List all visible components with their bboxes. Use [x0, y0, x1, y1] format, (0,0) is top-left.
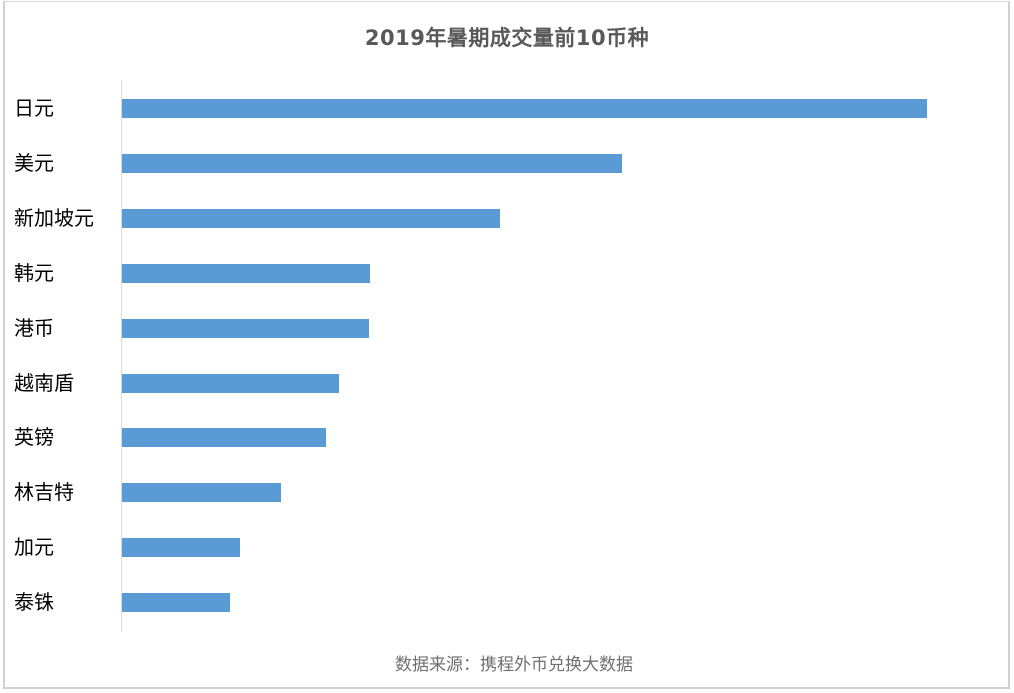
bar: [122, 483, 282, 503]
category-label: 日元: [14, 96, 54, 120]
bar: [122, 538, 241, 558]
bar: [122, 428, 326, 448]
bar: [122, 208, 501, 228]
category-label: 美元: [14, 150, 54, 175]
bar: [122, 373, 340, 393]
category-label: 韩元: [14, 260, 54, 285]
bar: [122, 593, 230, 613]
bar: [122, 153, 622, 173]
category-axis-line: [121, 80, 122, 632]
category-label: 林吉特: [14, 480, 74, 505]
category-label: 港币: [14, 315, 54, 340]
category-label: 泰铢: [14, 590, 54, 615]
bar: [122, 99, 927, 118]
bar: [122, 263, 370, 283]
chart-title: 2019年暑期成交量前10币种: [364, 26, 650, 50]
category-label: 新加坡元: [14, 205, 94, 230]
bar: [122, 318, 370, 338]
category-label: 英镑: [14, 425, 54, 450]
category-label: 越南盾: [14, 370, 74, 395]
category-label: 加元: [14, 535, 54, 560]
data-source-note: 数据来源：携程外币兑换大数据: [395, 655, 633, 675]
